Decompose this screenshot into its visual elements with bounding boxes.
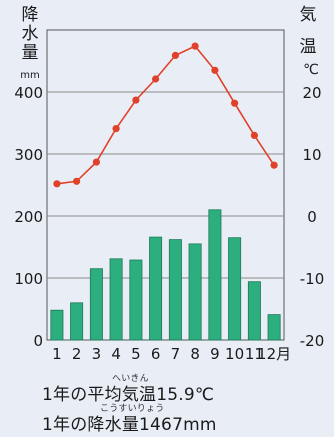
temp-point-month-10 [231,99,239,107]
right-axis-title-char: 気 [300,5,317,25]
bar-month-6 [149,236,163,341]
left-axis-title-char: 水 [22,24,39,44]
left-axis-title-char: 量 [22,43,39,63]
temp-point-month-12 [270,161,278,169]
x-tick-label: 5 [131,345,141,363]
temp-point-month-5 [132,96,140,104]
bar-month-2 [70,302,84,341]
bar-month-9 [208,209,222,341]
ruby-kousuiryou: こうすいりょう [100,404,165,414]
right-tick-label: -20 [300,332,325,350]
x-tick-label: 11 [245,345,264,363]
left-tick-label: 300 [14,146,43,164]
temp-point-month-8 [191,42,199,50]
bar-month-12 [267,314,281,341]
temp-point-month-7 [171,51,179,60]
left-tick-label: 0 [33,332,43,350]
right-tick-label: 20 [302,84,321,102]
left-tick-label: 100 [14,270,43,288]
bar-month-11 [247,281,261,341]
gridlines [47,91,284,279]
right-axis-ticks: 20 10 0 -10 -20 [300,84,325,350]
bar-month-10 [228,237,242,341]
annual-temperature-summary: へいきん 1年の平均気温15.9℃ [42,374,215,405]
left-axis-title-char: 降 [22,5,39,25]
bar-month-7 [168,239,182,341]
line-series [53,42,278,188]
annual-precipitation-summary: こうすいりょう 1年の降水量1467mm [42,404,217,435]
plot-area [46,29,285,341]
right-tick-label: -10 [300,270,325,288]
left-axis-unit: mm [20,70,39,81]
x-tick-label: 7 [171,345,181,363]
temp-point-month-9 [211,66,219,74]
bar-month-8 [188,243,202,341]
temp-point-month-11 [250,131,258,139]
x-tick-label: 10 [225,345,244,363]
axis-titles: 降水量 mm 気温 ℃ [20,5,319,81]
temperature-line [56,45,275,185]
bar-series [50,209,281,341]
temp-point-month-3 [92,158,100,166]
right-tick-label: 0 [307,208,317,226]
x-tick-label: 4 [111,345,121,363]
temp-point-month-2 [73,177,81,185]
ruby-heikin: へいきん [112,374,149,384]
x-tick-label: 12月 [257,345,291,363]
x-tick-label: 9 [210,345,220,363]
x-tick-label: 3 [92,345,102,363]
left-axis-ticks: 0 100 200 300 400 [14,84,43,350]
annual-temperature-text: 1年の平均気温15.9℃ [42,385,215,405]
annual-precipitation-text: 1年の降水量1467mm [42,415,217,435]
right-tick-label: 10 [302,146,321,164]
left-tick-label: 200 [14,208,43,226]
temp-point-month-1 [53,180,61,188]
temp-point-month-4 [112,125,120,133]
bar-month-1 [50,309,64,341]
temp-point-month-6 [152,75,160,83]
x-tick-label: 6 [151,345,161,363]
left-tick-label: 400 [14,84,43,102]
x-tick-label: 1 [52,345,62,363]
bar-month-3 [89,268,103,341]
right-axis-unit: ℃ [303,62,319,78]
x-tick-label: 2 [72,345,82,363]
right-axis-title-char: 温 [300,37,317,57]
x-tick-label: 8 [190,345,200,363]
bar-month-5 [129,259,143,341]
bar-month-4 [109,258,123,341]
